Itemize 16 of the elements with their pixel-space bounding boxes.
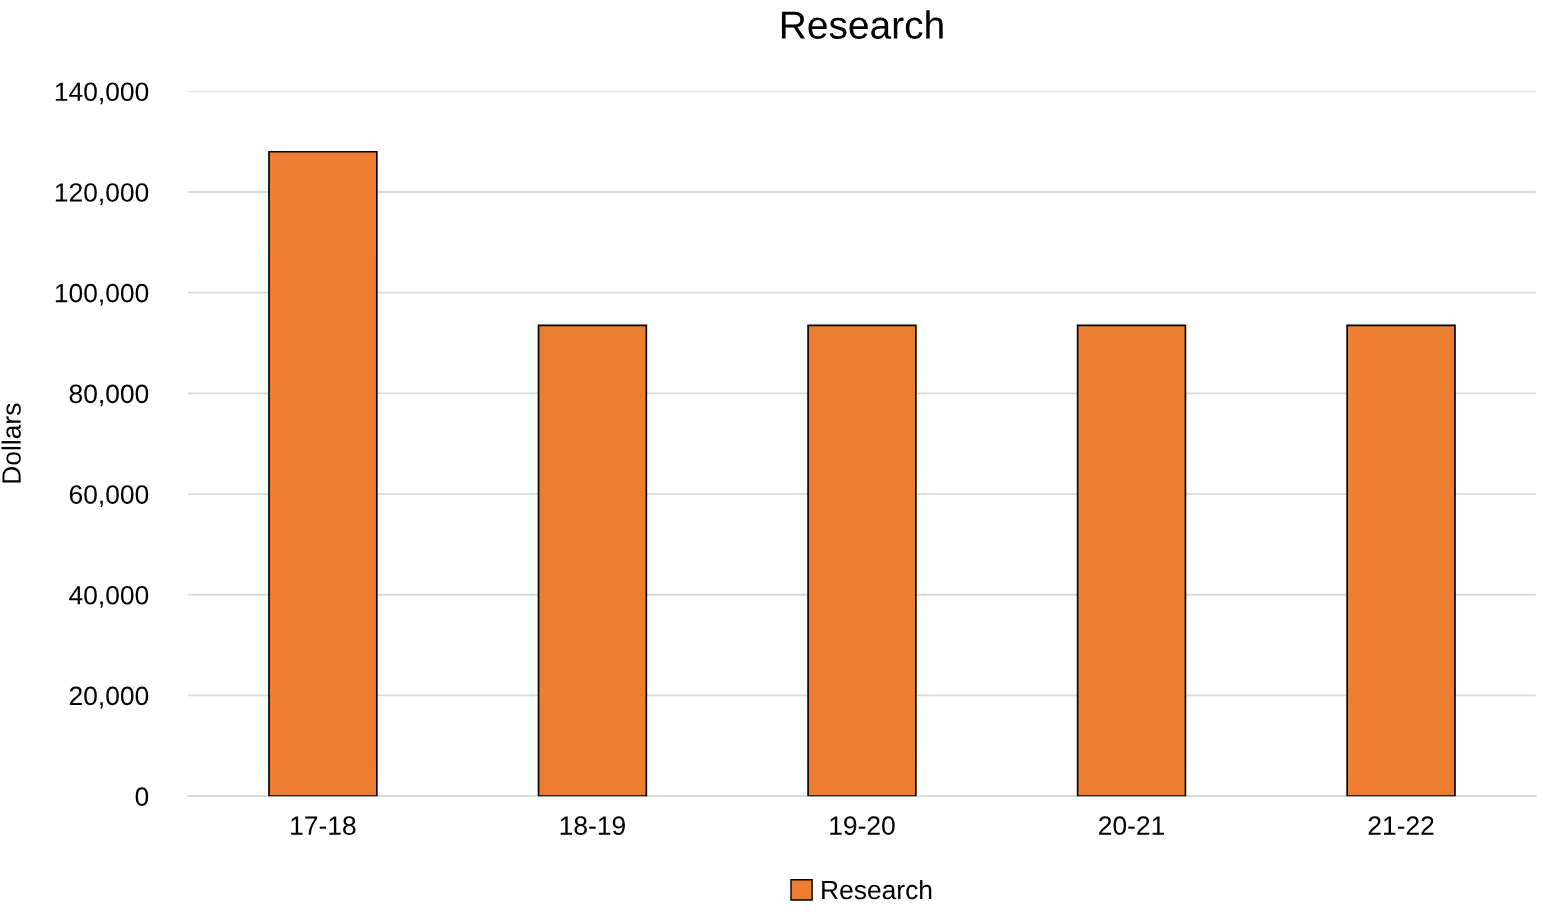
y-tick-label: 120,000 — [55, 183, 149, 205]
y-tick-label: 40,000 — [69, 585, 149, 608]
y-tick-label: 80,000 — [69, 384, 149, 407]
x-tick-label: 19-20 — [830, 816, 895, 835]
x-tick-label: 20-21 — [1099, 816, 1164, 835]
legend-label: Research — [822, 879, 932, 900]
y-tick-label: 100,000 — [55, 283, 149, 306]
y-tick-label: 0 — [135, 787, 149, 806]
x-tick-label: 18-19 — [560, 816, 625, 835]
chart-title: Research — [781, 10, 943, 39]
y-tick-label: 60,000 — [69, 485, 149, 507]
x-tick-label: 21-22 — [1368, 816, 1434, 835]
y-tick-label: 20,000 — [69, 686, 149, 709]
y-tick-label: 140,000 — [55, 82, 149, 105]
y-axis-title: Dollars — [1, 403, 21, 483]
x-tick-label: 17-18 — [291, 816, 356, 835]
